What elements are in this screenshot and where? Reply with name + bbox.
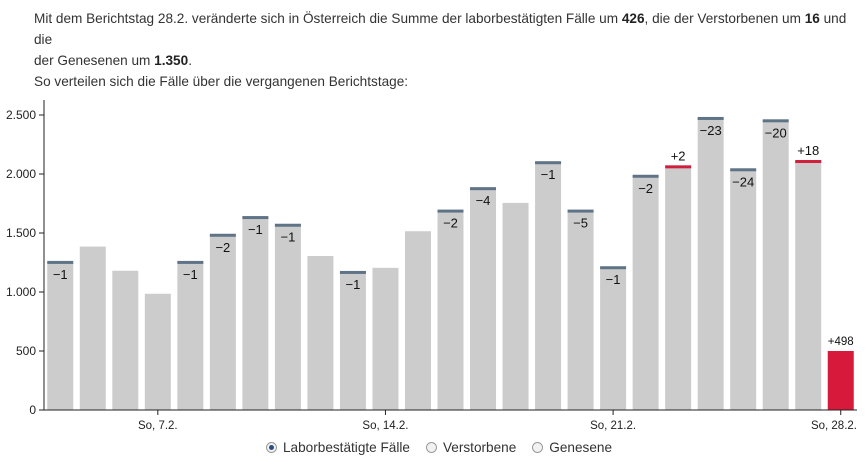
bar-change-cap	[47, 260, 74, 264]
y-tick-label: 1.500	[6, 226, 36, 240]
data-label: −1	[248, 222, 263, 237]
legend-label: Laborbestätigte Fälle	[283, 440, 410, 455]
bar	[339, 271, 366, 410]
data-label: −20	[765, 125, 787, 140]
bar	[437, 210, 464, 410]
bar-change-cap	[535, 161, 562, 165]
bar	[697, 117, 724, 410]
legend-item-deaths[interactable]: Verstorbene	[425, 440, 517, 455]
bar	[112, 270, 139, 410]
bar-change-cap	[274, 223, 301, 227]
intro-line-3: So verteilen sich die Fälle über die ver…	[34, 74, 409, 89]
bar-change-cap	[730, 168, 757, 172]
y-tick-label: 1.000	[6, 285, 36, 299]
data-label: −1	[53, 267, 68, 282]
bar	[144, 293, 171, 410]
y-tick-label: 500	[16, 344, 36, 358]
bar	[242, 217, 269, 410]
bar	[632, 175, 659, 410]
bar	[665, 166, 692, 410]
legend: Laborbestätigte Fälle Verstorbene Genese…	[266, 440, 612, 455]
data-label: −4	[476, 193, 491, 208]
x-tick-label: So, 14.2.	[362, 420, 408, 432]
bar	[372, 267, 399, 410]
radio-icon[interactable]	[425, 442, 437, 453]
intro-line-1: Mit dem Berichtstag 28.2. veränderte sic…	[34, 11, 847, 47]
bar-change-cap	[632, 174, 659, 178]
bar	[209, 234, 236, 410]
bar-change-cap	[437, 209, 464, 213]
bar-change-cap	[470, 187, 497, 191]
y-tick-label: 2.000	[6, 167, 36, 181]
legend-label: Verstorbene	[442, 440, 517, 455]
bar-change-cap	[567, 209, 594, 213]
data-label: −1	[280, 230, 295, 245]
bar	[79, 246, 106, 410]
data-label: −2	[638, 181, 653, 196]
data-label: −1	[541, 167, 556, 182]
bar	[600, 267, 627, 410]
radio-icon[interactable]	[532, 442, 544, 453]
data-label: +18	[797, 143, 819, 158]
bar-change-cap	[795, 160, 822, 164]
x-tick-label: So, 28.2.	[811, 420, 857, 432]
bar	[502, 202, 529, 410]
bar-change-cap	[762, 119, 789, 123]
legend-item-recovered[interactable]: Genesene	[532, 440, 612, 455]
data-label: −24	[732, 174, 754, 189]
bar	[470, 188, 497, 410]
data-label: +498	[828, 336, 854, 348]
bar	[827, 351, 854, 410]
data-label: −5	[573, 216, 588, 231]
data-label: −23	[700, 123, 722, 138]
cases-change: 426	[621, 11, 645, 26]
y-tick-label: 0	[29, 403, 36, 417]
data-label: −1	[183, 267, 198, 282]
bar	[404, 231, 431, 410]
bar-change-cap	[209, 233, 236, 237]
bar	[274, 224, 301, 410]
bar	[795, 161, 822, 410]
x-tick-label: So, 7.2.	[138, 420, 178, 432]
radio-selected-icon[interactable]	[266, 442, 277, 453]
bar	[47, 261, 74, 410]
recovered-change: 1.350	[154, 53, 189, 68]
data-label: −1	[346, 277, 361, 292]
intro-line-2: der Genesenen um 1.350.	[34, 53, 192, 68]
bar	[535, 162, 562, 410]
data-label: −1	[606, 272, 621, 287]
data-label: −2	[215, 240, 230, 255]
data-label: +2	[671, 148, 686, 163]
y-tick-label: 2.500	[6, 108, 36, 122]
data-label: −2	[443, 216, 458, 231]
bar-change-cap	[600, 266, 627, 270]
bar-change-cap	[339, 270, 366, 274]
deaths-change: 16	[804, 11, 820, 26]
bar-change-cap	[242, 216, 269, 220]
x-tick-label: So, 21.2.	[590, 420, 636, 432]
legend-label: Genesene	[549, 440, 613, 455]
bar-change-cap	[697, 116, 724, 120]
intro-text: Mit dem Berichtstag 28.2. veränderte sic…	[34, 8, 854, 92]
bar-chart: 0 500 1.000 1.500 2.000 2.500 −1 −1 −2 −1 −1 −1 −2 −4…	[6, 100, 857, 432]
bar	[762, 120, 789, 410]
bar-change-cap	[177, 260, 204, 264]
bar	[307, 256, 334, 410]
bar	[177, 261, 204, 410]
bar-change-cap	[665, 165, 692, 169]
legend-item-cases[interactable]: Laborbestätigte Fälle	[266, 440, 410, 455]
bar	[730, 169, 757, 410]
bar	[567, 210, 594, 410]
